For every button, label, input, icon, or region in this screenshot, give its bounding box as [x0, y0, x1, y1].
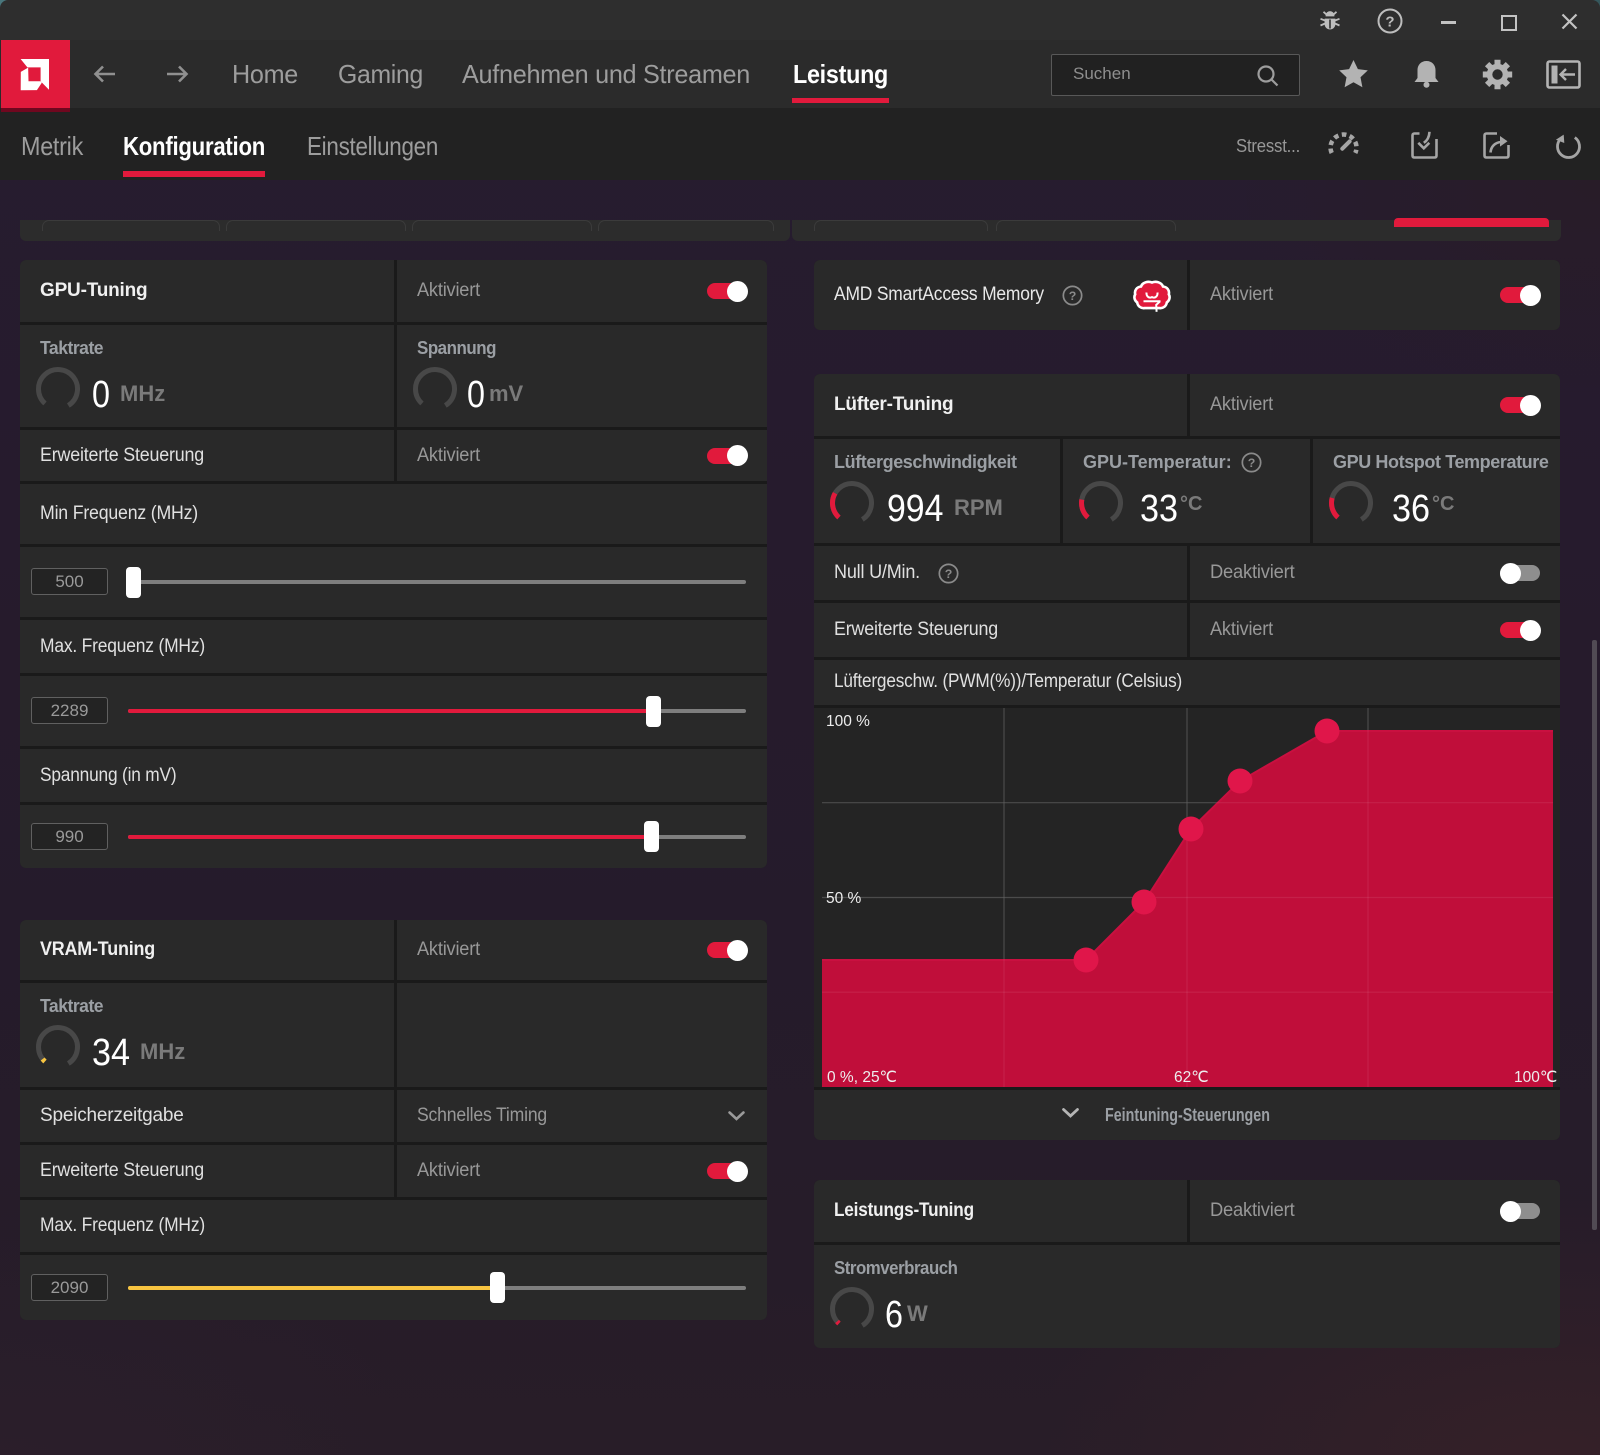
svg-text:?: ? — [944, 566, 952, 580]
svg-text:62℃: 62℃ — [1174, 1069, 1209, 1086]
svg-text:100℃: 100℃ — [1514, 1069, 1557, 1086]
svg-text:0 %, 25℃: 0 %, 25℃ — [827, 1069, 897, 1086]
svg-text:?: ? — [1385, 14, 1394, 31]
svg-text:100 %: 100 % — [826, 713, 870, 730]
svg-text:?: ? — [1068, 288, 1076, 302]
svg-text:50 %: 50 % — [826, 890, 862, 907]
svg-text:?: ? — [1247, 455, 1255, 469]
